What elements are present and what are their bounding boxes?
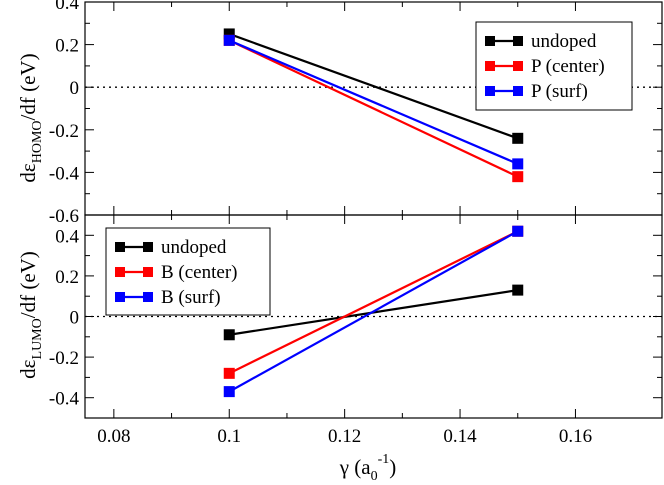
- top-y-tick-label: -0.4: [49, 163, 80, 184]
- top-legend-label-0: undoped: [531, 31, 597, 52]
- top-series-point-1: [512, 171, 524, 183]
- bottom-legend-label-2: B (surf): [161, 287, 221, 308]
- top-y-tick-label: -0.6: [49, 206, 79, 227]
- x-axis-title-sup: -1: [378, 452, 390, 467]
- x-tick-label: 0.16: [559, 426, 592, 447]
- top-y-tick-label: 0.4: [55, 0, 79, 14]
- bottom-legend-marker-end-0: [143, 242, 153, 252]
- top-legend-marker-end-2: [513, 86, 523, 96]
- bottom-legend-marker-end-1: [143, 267, 153, 277]
- bottom-series-line-1: [228, 230, 519, 375]
- bottom-y-tick-label: -0.4: [49, 389, 80, 410]
- top-y-tick-label: 0: [70, 78, 80, 99]
- bottom-series-point-1: [223, 367, 235, 379]
- x-tick-label: 0.14: [443, 426, 477, 447]
- top-series-point-2: [223, 34, 235, 46]
- svg-text:dεHOMO/df (eV): dεHOMO/df (eV): [16, 53, 45, 182]
- top-y-tick-label: 0.2: [55, 36, 79, 57]
- x-tick-label: 0.08: [97, 426, 130, 447]
- bottom-legend-label-0: undoped: [161, 237, 227, 258]
- top-legend-label-1: P (center): [531, 56, 605, 77]
- bottom-y-tick-label: 0: [70, 308, 80, 329]
- x-axis-title-sub: 0: [371, 469, 378, 484]
- top-series-line-0: [228, 32, 519, 140]
- bottom-series-point-0: [223, 329, 235, 341]
- svg-text:γ (a0-1): γ (a0-1): [339, 452, 397, 484]
- bottom-y-tick-label: 0.2: [55, 267, 79, 288]
- y-axis-title-bottom-pre: dε: [16, 359, 40, 379]
- y-axis-title-bottom-sub: LUMO: [30, 318, 45, 359]
- top-legend-marker-end-1: [513, 61, 523, 71]
- svg-text:dεLUMO/df (eV): dεLUMO/df (eV): [16, 251, 45, 379]
- top-legend-marker-2: [485, 86, 495, 96]
- bottom-y-tick-label: -0.2: [49, 348, 79, 369]
- bottom-panel: 0.4 0.2 0 -0.2 -0.4 undoped B (center) B (surf)…: [49, 214, 663, 447]
- bottom-series-point-2: [512, 225, 524, 237]
- bottom-legend-marker-1: [115, 267, 125, 277]
- bottom-legend-label-1: B (center): [161, 262, 237, 283]
- y-axis-title-top: dεHOMO/df (eV): [16, 53, 45, 182]
- bottom-legend-marker-2: [115, 292, 125, 302]
- top-series-point-0: [512, 132, 524, 144]
- y-axis-title-top-post: /df (eV): [16, 53, 40, 120]
- bottom-series-point-0: [512, 284, 524, 296]
- top-series-point-2: [512, 158, 524, 170]
- bottom-series-line-2: [228, 230, 519, 393]
- top-legend-marker-end-0: [513, 36, 523, 46]
- bottom-series-point-2: [223, 386, 235, 398]
- top-series-line-2: [228, 39, 519, 165]
- y-axis-title-top-pre: dε: [16, 163, 40, 183]
- x-axis-title-post: ): [389, 455, 396, 479]
- bottom-legend-marker-end-2: [143, 292, 153, 302]
- top-legend-marker-0: [485, 36, 495, 46]
- top-legend-label-2: P (surf): [531, 81, 588, 102]
- top-legend-marker-1: [485, 61, 495, 71]
- top-panel: 0.4 0.2 0 -0.2 -0.4 -0.6 undoped P (center) P (s…: [49, 0, 663, 227]
- bottom-legend-marker-0: [115, 242, 125, 252]
- top-series-line-1: [228, 39, 519, 178]
- y-axis-title-top-sub: HOMO: [30, 120, 45, 163]
- x-axis-title-pre: γ (a: [339, 455, 372, 479]
- x-tick-label: 0.1: [217, 426, 241, 447]
- top-y-tick-label: -0.2: [49, 121, 79, 142]
- top-series-point-0: [223, 28, 235, 40]
- x-tick-label: 0.12: [328, 426, 361, 447]
- bottom-y-tick-label: 0.4: [55, 226, 79, 247]
- y-axis-title-bottom: dεLUMO/df (eV): [16, 251, 45, 379]
- x-axis-title: γ (a0-1): [339, 452, 397, 484]
- y-axis-title-bottom-post: /df (eV): [16, 251, 40, 318]
